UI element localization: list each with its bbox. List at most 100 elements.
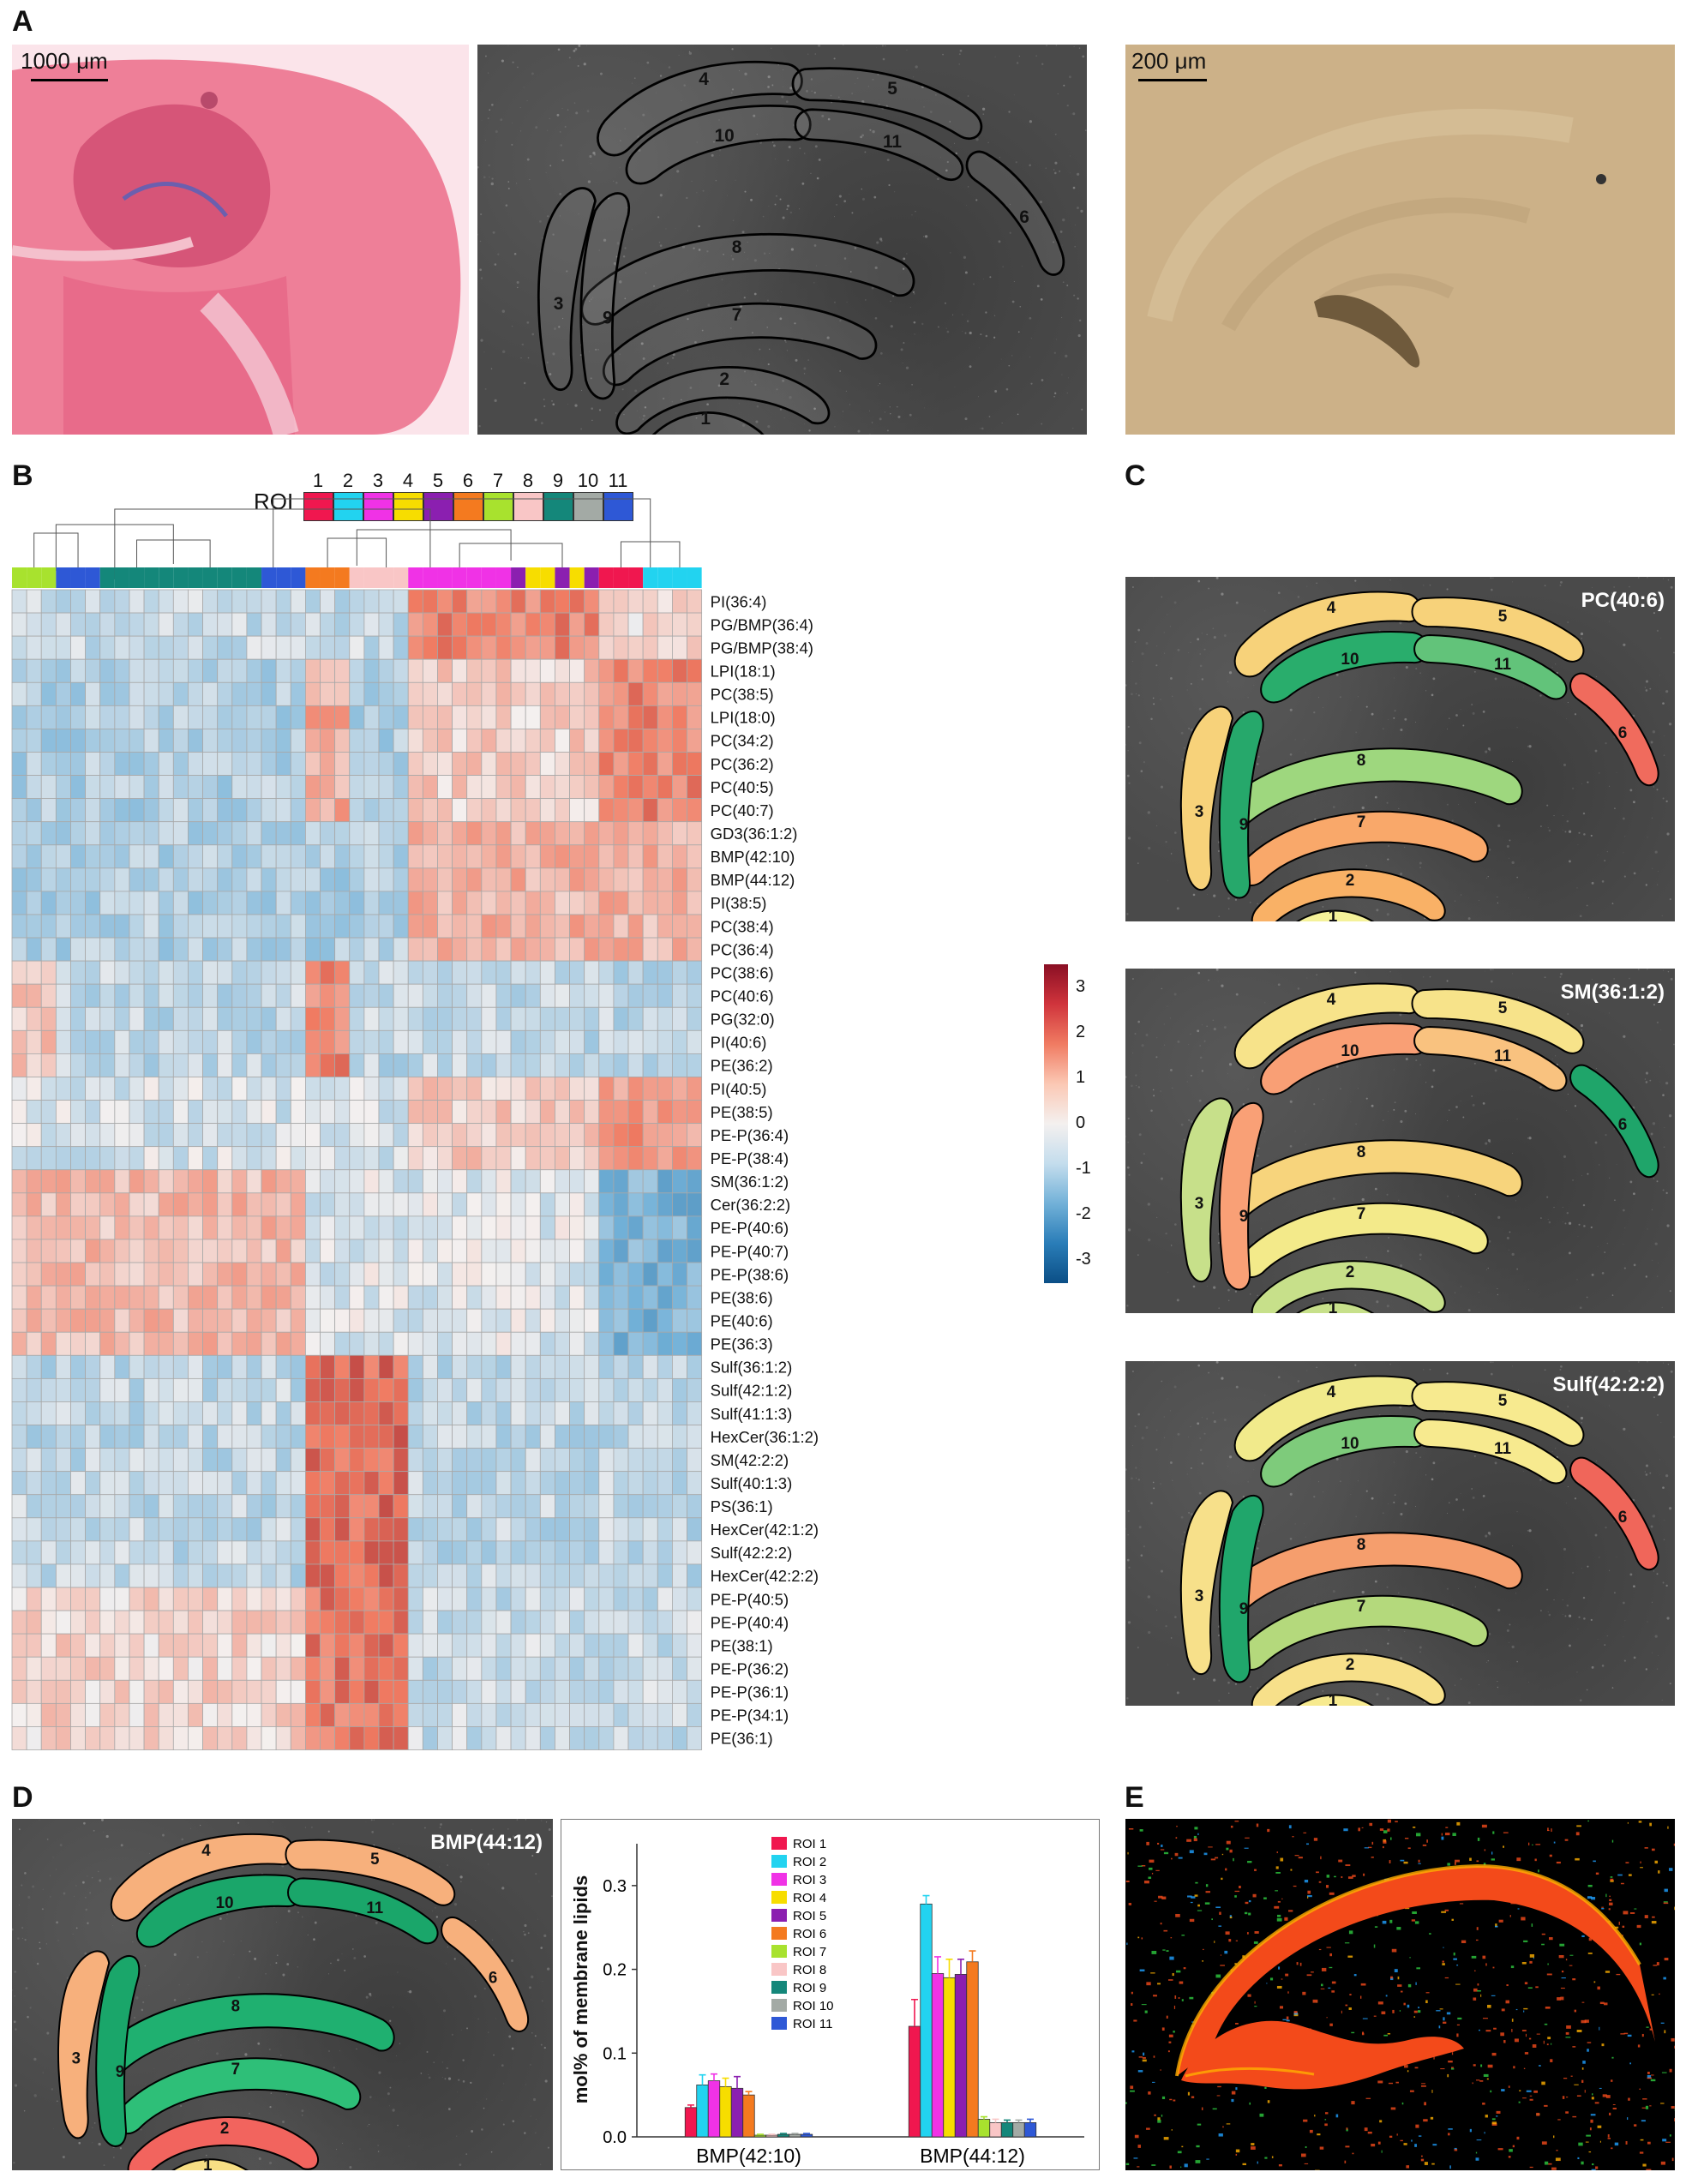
heatmap-cell (393, 1192, 409, 1217)
heatmap-cell (539, 1123, 555, 1148)
heatmap-cell (231, 1633, 248, 1658)
heatmap-cell (598, 1726, 615, 1750)
heatmap-cell (304, 914, 321, 939)
heatmap-cell (217, 1123, 233, 1148)
heatmap-cell (26, 960, 42, 985)
heatmap-cell (217, 983, 233, 1008)
heatmap-cell (495, 1192, 512, 1217)
heatmap-cell (172, 1401, 189, 1425)
heatmap-cell (231, 1239, 248, 1263)
roi-5-label: 5 (1498, 608, 1508, 626)
heatmap-cell (657, 1517, 673, 1542)
heatmap-cell (26, 1006, 42, 1031)
error-bar (969, 1950, 976, 1962)
roi-11-label: 11 (1494, 1440, 1512, 1458)
heatmap-cell (172, 1146, 189, 1171)
column-roi-strip (363, 567, 379, 588)
heatmap-cell (114, 1425, 130, 1449)
heatmap-cell (422, 867, 438, 892)
heatmap-cell (481, 612, 497, 637)
heatmap-cell (510, 1425, 526, 1449)
heatmap-row-label: SM(36:1:2) (711, 1173, 789, 1191)
roi-2-label: 2 (1346, 1263, 1355, 1281)
heatmap-cell (261, 1563, 277, 1588)
heatmap-cell (539, 1354, 555, 1379)
heatmap-cell (657, 1587, 673, 1611)
heatmap-cell (437, 1587, 453, 1611)
heatmap-cell (275, 1077, 291, 1101)
roi-9-region (1218, 1101, 1264, 1291)
heatmap-cell (40, 844, 57, 869)
heatmap-cell (598, 844, 615, 869)
heatmap-cell (510, 983, 526, 1008)
heatmap-cell (437, 1077, 453, 1101)
heatmap-cell (70, 1331, 87, 1356)
roi-11-region (1413, 1418, 1568, 1485)
roi-7-region (1239, 1202, 1489, 1278)
heatmap-cell (598, 658, 615, 683)
heatmap-cell (334, 983, 351, 1008)
heatmap-cell (407, 1540, 423, 1565)
heatmap-cell (422, 1285, 438, 1310)
heatmap-cell (687, 705, 703, 729)
heatmap-cell (158, 729, 174, 753)
heatmap-cell (304, 1377, 321, 1402)
heatmap-cell (55, 1517, 71, 1542)
heatmap-cell (393, 1726, 409, 1750)
heatmap-cell (437, 658, 453, 683)
heatmap-cell (687, 658, 703, 683)
heatmap-cell (129, 867, 145, 892)
heatmap-cell (85, 775, 101, 800)
heatmap-cell (672, 1377, 687, 1402)
heatmap-cell (510, 1471, 526, 1496)
heatmap-cell (407, 1425, 423, 1449)
heatmap-cell (539, 1726, 555, 1750)
heatmap-cell (672, 1354, 687, 1379)
heatmap-cell (555, 1610, 570, 1635)
heatmap-cell (657, 1494, 673, 1519)
heatmap-cell (85, 914, 101, 939)
heatmap-cell (627, 1215, 644, 1240)
heatmap-cell (584, 1239, 600, 1263)
heatmap-cell (539, 983, 555, 1008)
heatmap-cell (11, 867, 27, 892)
heatmap-cell (657, 1285, 673, 1310)
heatmap-cell (378, 589, 394, 614)
heatmap-cell (378, 612, 394, 637)
scale-bar-line (31, 79, 108, 81)
heatmap-cell (26, 914, 42, 939)
heatmap-cell (290, 1169, 306, 1194)
heatmap-cell (657, 1331, 673, 1356)
heatmap-cell (539, 1633, 555, 1658)
heatmap-cell (539, 1425, 555, 1449)
heatmap-cell (393, 1239, 409, 1263)
heatmap-cell (349, 1610, 365, 1635)
roi-5-region (285, 1839, 456, 1906)
roi-2-region (1251, 1653, 1446, 1706)
heatmap-cell (363, 1377, 380, 1402)
heatmap-cell (687, 1100, 703, 1125)
heatmap-cell (188, 1656, 203, 1681)
heatmap-cell (99, 821, 116, 846)
heatmap-cell (349, 1702, 365, 1727)
heatmap-cell (525, 1354, 541, 1379)
heatmap-cell (188, 1239, 203, 1263)
heatmap-cell (349, 937, 365, 962)
heatmap-cell (627, 1494, 644, 1519)
heatmap-cell (378, 891, 394, 915)
heatmap-cell (334, 1587, 351, 1611)
heatmap-cell (466, 1146, 483, 1171)
heatmap-cell (114, 1656, 130, 1681)
heatmap-cell (275, 1633, 291, 1658)
heatmap-cell (642, 1517, 658, 1542)
heatmap-cell (304, 705, 321, 729)
heatmap-cell (231, 867, 248, 892)
heatmap-cell (290, 612, 306, 637)
heatmap-cell (202, 1471, 219, 1496)
heatmap-cell (231, 1006, 248, 1031)
heatmap-cell (422, 960, 438, 985)
roi-1-label: 1 (203, 2157, 213, 2170)
heatmap-cell (642, 1633, 658, 1658)
roi-3-region (537, 187, 597, 391)
